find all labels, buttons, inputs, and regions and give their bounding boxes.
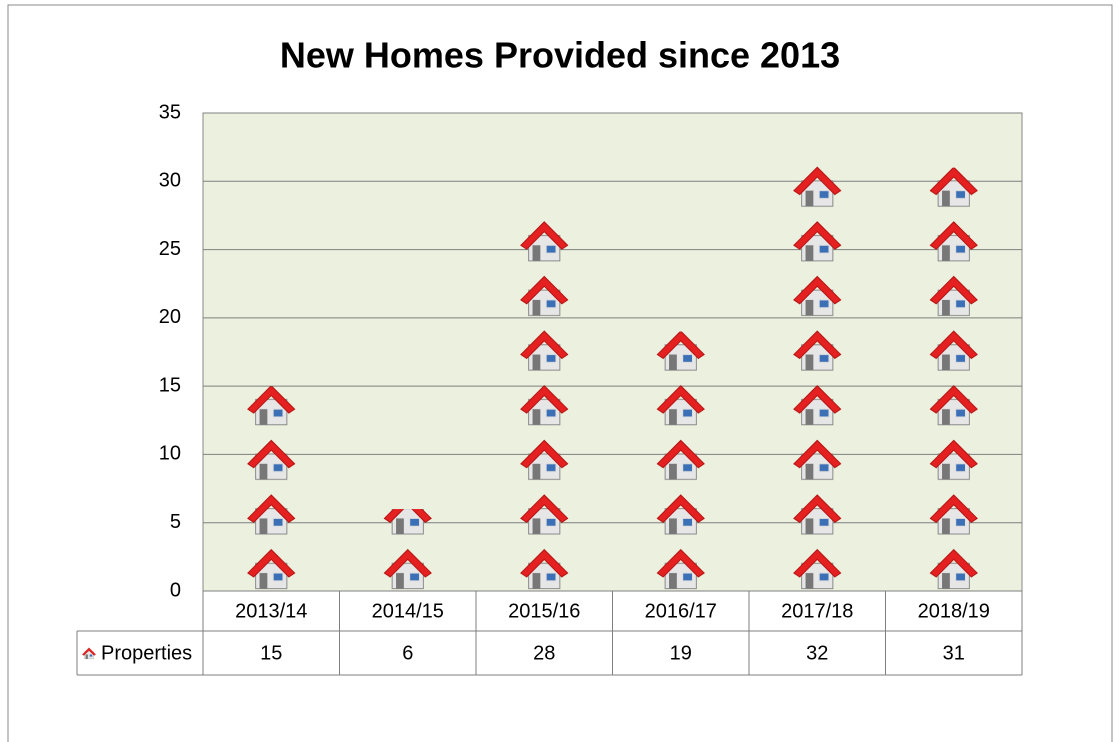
table-value: 31 (943, 642, 965, 664)
bar (203, 386, 340, 591)
x-tick-label: 2017/18 (781, 600, 853, 622)
y-tick-label: 25 (159, 238, 181, 260)
table-value: 19 (670, 642, 692, 664)
y-tick-label: 15 (159, 374, 181, 396)
x-tick-label: 2016/17 (645, 600, 717, 622)
bar (339, 509, 476, 591)
y-tick-label: 0 (170, 579, 181, 601)
legend-icon (82, 647, 96, 660)
chart-title: New Homes Provided since 2013 (280, 35, 840, 76)
x-tick-label: 2015/16 (508, 600, 580, 622)
table-value: 32 (806, 642, 828, 664)
table-value: 28 (533, 642, 555, 664)
bar (476, 208, 613, 591)
chart-border (7, 4, 1113, 742)
x-tick-label: 2018/19 (918, 600, 990, 622)
y-tick-label: 10 (159, 443, 181, 465)
bar (612, 331, 749, 591)
y-tick-label: 35 (159, 101, 181, 123)
y-tick-label: 20 (159, 306, 181, 328)
table-value: 15 (260, 642, 282, 664)
legend-label: Properties (101, 642, 192, 664)
bar (885, 167, 1022, 591)
x-tick-label: 2014/15 (372, 600, 444, 622)
table-value: 6 (402, 642, 413, 664)
y-tick-label: 30 (159, 170, 181, 192)
y-tick-label: 5 (170, 511, 181, 533)
x-tick-label: 2013/14 (235, 600, 307, 622)
bar (749, 153, 886, 591)
